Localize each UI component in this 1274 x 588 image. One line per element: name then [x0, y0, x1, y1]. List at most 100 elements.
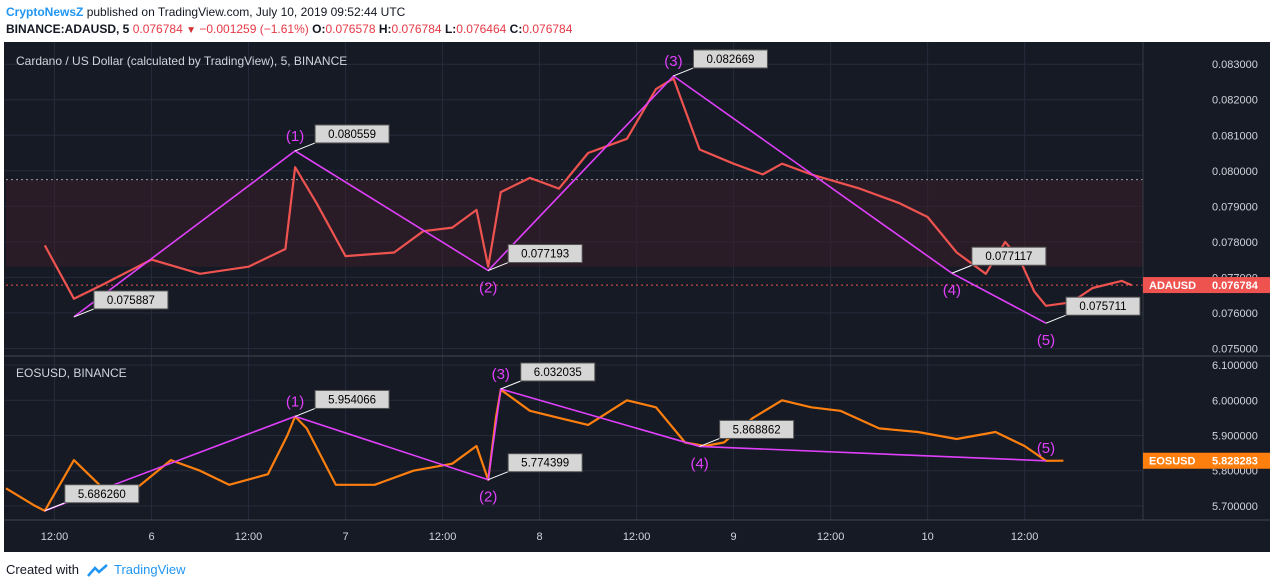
last-price-tag-symbol: ADAUSD — [1149, 280, 1196, 292]
callout-leader — [487, 471, 509, 481]
time-tick-label: 12:00 — [235, 531, 263, 543]
time-tick-label: 12:00 — [623, 531, 651, 543]
callout-leader — [487, 262, 509, 271]
price-tick-label: 5.700000 — [1212, 501, 1258, 513]
callout-leader — [699, 437, 720, 447]
price-callout-box — [1065, 296, 1141, 316]
open-label: O: — [312, 22, 326, 36]
price-callout-text: 0.077117 — [985, 251, 1032, 263]
price-tick-label: 0.082000 — [1212, 95, 1258, 107]
callout-leader — [1045, 314, 1067, 324]
elliott-wave-annotations: (1) 0.080559 (2) 0.077193 (3) 0.082669 (4) 0.07… — [44, 49, 1141, 512]
price-callout-text: 5.868862 — [733, 424, 781, 436]
callout-leader — [500, 380, 521, 390]
ada-pane-title: Cardano / US Dollar (calculated by Tradi… — [16, 54, 347, 68]
price-callout-box — [93, 290, 169, 310]
price-callout-box — [971, 246, 1047, 266]
time-tick-label: 8 — [537, 531, 543, 543]
price-callout-text: 0.075711 — [1079, 301, 1126, 313]
low-label: L: — [444, 22, 457, 36]
callout-leader — [951, 264, 973, 274]
price-callout-text: 0.075887 — [107, 295, 155, 307]
last-price-tag-bg — [1143, 452, 1270, 469]
time-tick-label: 7 — [342, 531, 348, 543]
time-tick-label: 12:00 — [1011, 531, 1039, 543]
wave-label: (1) — [286, 128, 304, 145]
high-value: 0.076784 — [391, 22, 442, 36]
price-callout-text: 0.077193 — [521, 249, 569, 261]
price-callout-box — [314, 389, 390, 409]
publish-line: CryptoNewsZ published on TradingView.com… — [6, 5, 405, 19]
author-link[interactable]: CryptoNewsZ — [6, 5, 84, 19]
wave-path — [44, 387, 1047, 512]
wave-label: (5) — [1037, 440, 1055, 457]
eos-pane-title: EOSUSD, BINANCE — [16, 366, 127, 380]
price-tick-label: 0.081000 — [1212, 130, 1258, 142]
callout-leader — [673, 67, 694, 77]
price-callout-box — [64, 484, 140, 504]
price-tick-label: 0.083000 — [1212, 59, 1258, 71]
price-callout-text: 5.774399 — [521, 458, 569, 470]
open-value: 0.076578 — [325, 22, 376, 36]
wave-path — [73, 74, 1047, 324]
last-price: 0.076784 — [132, 22, 183, 36]
wave-label: (2) — [479, 280, 497, 297]
price-callout-text: 6.032035 — [534, 367, 582, 379]
tradingview-brand-link[interactable]: TradingView — [114, 562, 186, 577]
price-tick-label: 0.076000 — [1212, 308, 1258, 320]
symbol-label: BINANCE:ADAUSD, 5 — [6, 22, 130, 36]
time-tick-label: 12:00 — [429, 531, 457, 543]
down-arrow-icon: ▼ — [186, 25, 196, 36]
time-tick-label: 12:00 — [41, 531, 69, 543]
time-tick-label: 10 — [922, 531, 934, 543]
last-price-tag-value: 0.076784 — [1212, 280, 1259, 292]
price-change: −0.001259 (−1.61%) — [199, 22, 309, 36]
low-value: 0.076464 — [456, 22, 507, 36]
price-callout-box — [520, 362, 596, 382]
wave-label: (1) — [286, 393, 304, 410]
last-price-tags: ADAUSD 0.076784 EOSUSD 5.828283 — [1143, 277, 1270, 469]
price-callout-text: 0.082669 — [706, 54, 754, 66]
price-chart[interactable]: (1) 0.080559 (2) 0.077193 (3) 0.082669 (4) 0.07… — [0, 40, 1274, 558]
price-callout-box — [314, 124, 390, 144]
last-price-tag-bg — [1143, 277, 1270, 294]
time-tick-label: 6 — [148, 531, 154, 543]
time-axis[interactable]: 12:00 6 12:00 7 12:00 8 12:00 9 12:00 10 12:00 — [4, 519, 1270, 543]
price-callout-text: 5.954066 — [328, 394, 376, 406]
callout-leader — [294, 142, 316, 152]
ohlc-line: BINANCE:ADAUSD, 5 0.076784 ▼ −0.001259 (… — [6, 22, 572, 36]
footer: Created with TradingView — [6, 562, 186, 578]
close-value: 0.076784 — [522, 22, 573, 36]
price-callout-text: 5.686260 — [78, 489, 126, 501]
price-tick-label: 5.900000 — [1212, 430, 1258, 442]
price-callout-text: 0.080559 — [328, 129, 376, 141]
last-price-tag-symbol: EOSUSD — [1149, 456, 1196, 468]
wave-label: (4) — [690, 455, 708, 472]
price-callout-box — [507, 453, 583, 473]
wave-label: (4) — [943, 282, 961, 299]
wave-label: (5) — [1037, 332, 1055, 349]
wave-label: (3) — [492, 366, 510, 383]
close-label: C: — [509, 22, 523, 36]
price-tick-label: 0.080000 — [1212, 166, 1258, 178]
high-label: H: — [378, 22, 392, 36]
chart-header: CryptoNewsZ published on TradingView.com… — [0, 0, 1274, 40]
last-price-tag-value: 5.828283 — [1212, 456, 1258, 468]
price-callout-box — [692, 49, 768, 69]
time-tick-label: 12:00 — [817, 531, 845, 543]
price-callout-box — [719, 419, 795, 439]
price-tick-label: 0.075000 — [1212, 343, 1258, 355]
callout-leader — [44, 502, 65, 512]
publish-info: published on TradingView.com, July 10, 2… — [86, 5, 406, 19]
created-with-label: Created with — [6, 562, 79, 577]
wave-label: (2) — [479, 489, 497, 506]
callout-leader — [73, 308, 95, 318]
price-tick-label: 6.100000 — [1212, 360, 1258, 372]
tradingview-logo-icon — [86, 563, 108, 577]
time-tick-label: 9 — [731, 531, 737, 543]
price-tick-label: 6.000000 — [1212, 395, 1258, 407]
price-tick-label: 0.079000 — [1212, 201, 1258, 213]
price-callout-box — [507, 244, 583, 264]
wave-label: (3) — [664, 53, 682, 70]
callout-leader — [294, 407, 316, 417]
